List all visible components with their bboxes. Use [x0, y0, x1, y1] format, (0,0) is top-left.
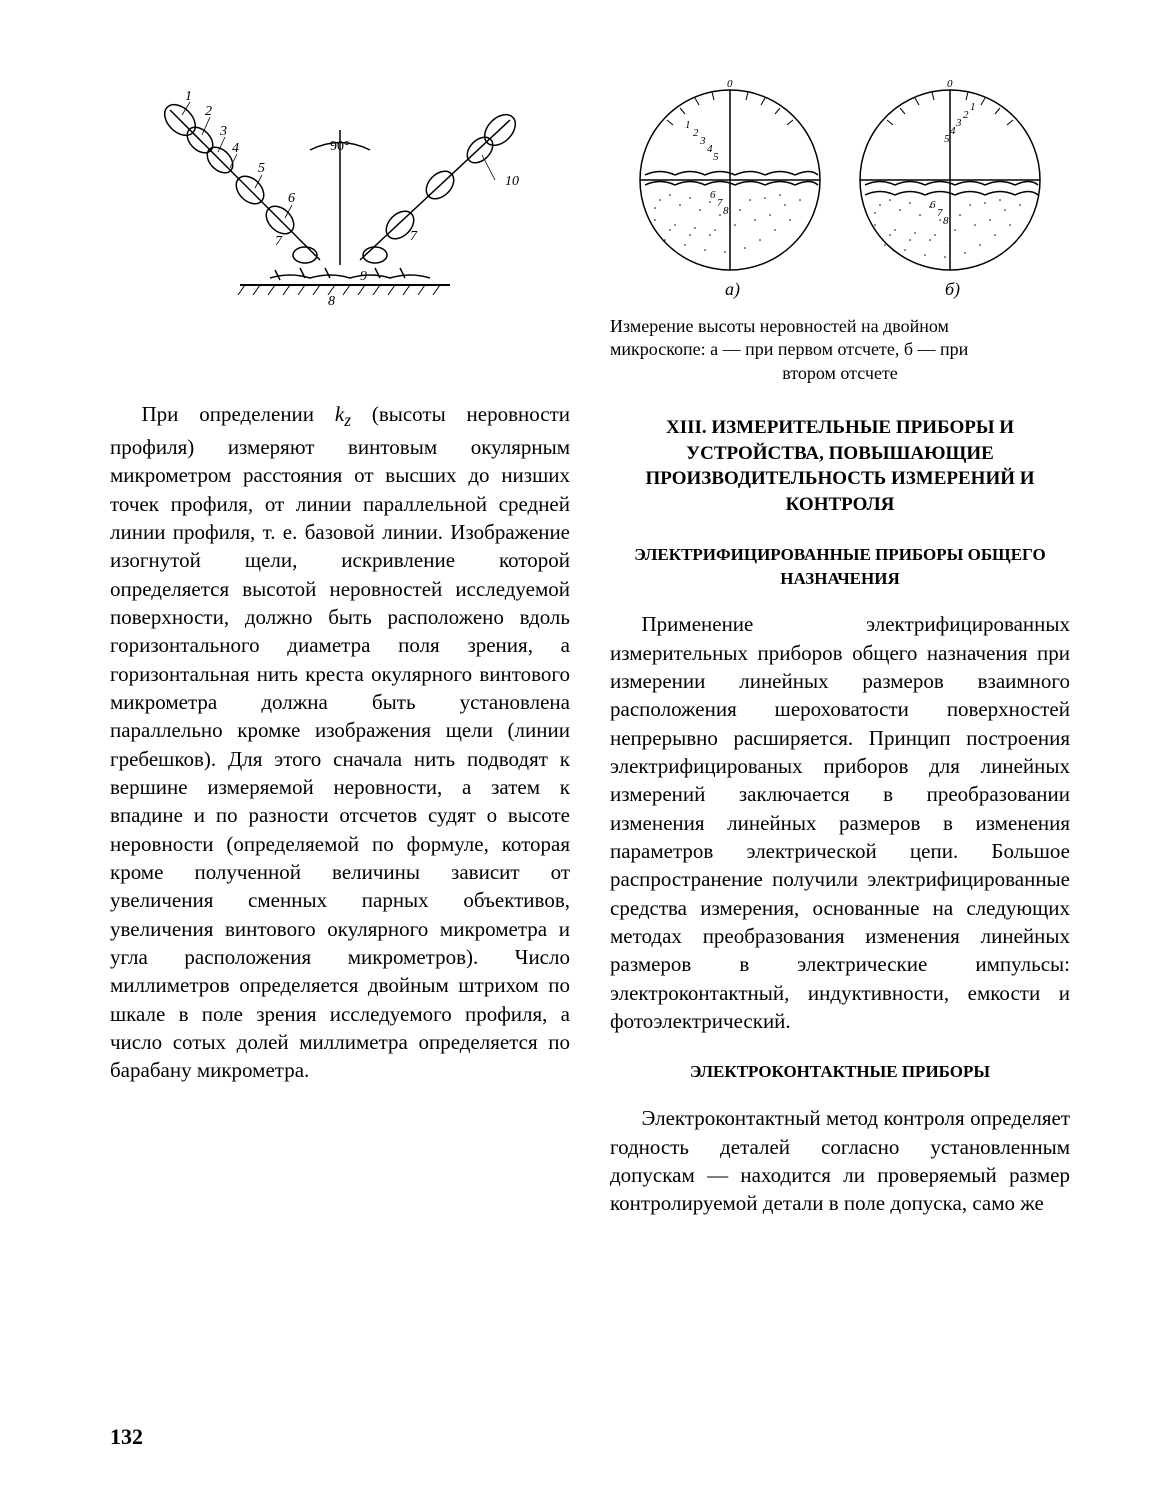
svg-text:0: 0	[727, 80, 733, 90]
svg-text:2: 2	[205, 104, 212, 119]
kz-variable: kz	[335, 402, 351, 426]
svg-text:3: 3	[955, 117, 962, 129]
left-body-prefix: При определении	[142, 402, 335, 426]
svg-text:7: 7	[275, 234, 283, 249]
svg-text:8: 8	[328, 294, 335, 309]
svg-text:6: 6	[288, 191, 295, 206]
svg-text:10: 10	[505, 174, 519, 189]
left-body-text: При определении kz (высоты неровности пр…	[110, 400, 570, 1085]
svg-text:5: 5	[944, 133, 950, 145]
svg-text:6: 6	[710, 189, 716, 201]
left-diagram: 1 2 3 4 5 6 7 8 9 7 10 90°	[110, 80, 570, 320]
svg-text:1: 1	[685, 119, 691, 131]
svg-text:5: 5	[258, 161, 265, 176]
svg-text:3: 3	[699, 135, 706, 147]
svg-text:б): б)	[945, 279, 960, 300]
sub1-body: Применение электрифицированных измерител…	[610, 610, 1070, 1035]
svg-text:4: 4	[950, 125, 956, 137]
section-title: XIII. ИЗМЕРИТЕЛЬНЫЕ ПРИБОРЫ И УСТРОЙСТВА…	[610, 415, 1070, 518]
svg-text:5: 5	[713, 151, 719, 163]
right-diagram: 0 1 2 3 4 5 6 7 8 0 1 2 3 4 5 6	[610, 80, 1070, 300]
svg-text:2: 2	[963, 109, 969, 121]
svg-text:90°: 90°	[330, 139, 350, 154]
caption-line-2: микроскопе: а — при первом отсчете, б — …	[610, 338, 1070, 361]
svg-text:0: 0	[947, 80, 953, 90]
svg-text:1: 1	[970, 101, 976, 113]
sub-title-1: ЭЛЕКТРИФИЦИРОВАННЫЕ ПРИБОРЫ ОБЩЕГО НАЗНА…	[610, 543, 1070, 591]
caption-line-3: втором отсчете	[610, 362, 1070, 385]
svg-text:9: 9	[360, 269, 367, 284]
svg-text:6: 6	[930, 199, 936, 211]
page-number: 132	[110, 1424, 143, 1450]
svg-text:7: 7	[410, 229, 418, 244]
svg-text:8: 8	[723, 205, 729, 217]
sub2-body: Электроконтактный метод контроля определ…	[610, 1104, 1070, 1217]
svg-text:8: 8	[943, 215, 949, 227]
svg-text:1: 1	[185, 89, 192, 104]
svg-text:3: 3	[219, 124, 227, 139]
left-body-suffix: (высоты неровности профиля) измеряют вин…	[110, 402, 570, 1082]
svg-text:а): а)	[725, 279, 740, 300]
caption-line-1: Измерение высоты неровностей на двойном	[610, 315, 1070, 338]
svg-text:2: 2	[693, 127, 699, 139]
svg-text:4: 4	[232, 141, 239, 156]
sub-title-2: ЭЛЕКТРОКОНТАКТНЫЕ ПРИБОРЫ	[610, 1060, 1070, 1084]
right-figure-caption: Измерение высоты неровностей на двойном …	[610, 315, 1070, 385]
